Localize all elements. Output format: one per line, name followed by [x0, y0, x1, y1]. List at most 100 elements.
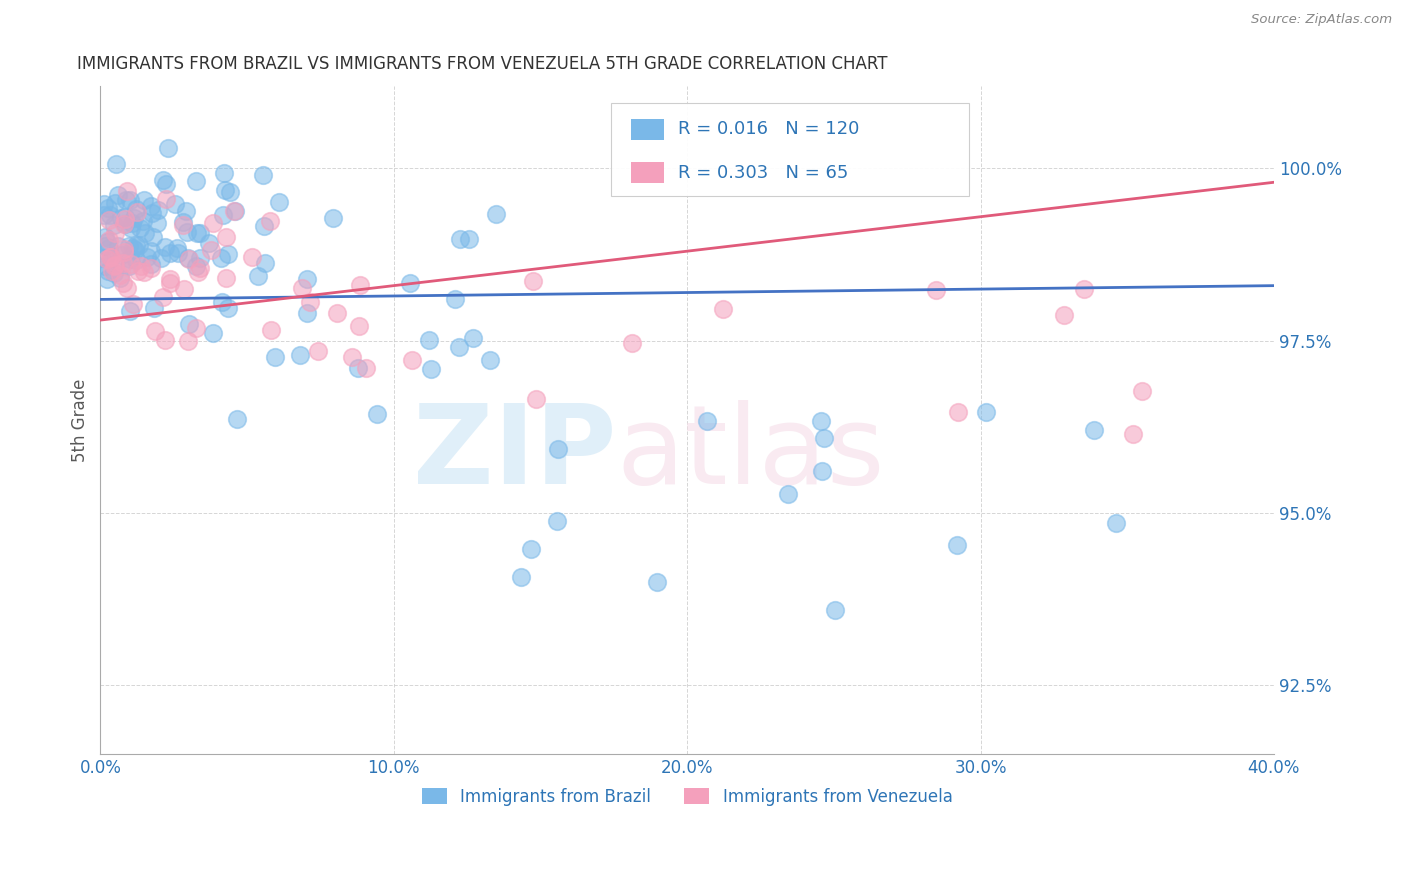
- Point: [1073, 282, 1095, 296]
- Point: [90, 251, 112, 265]
- Point: [366, 407, 388, 421]
- Point: [177, 334, 200, 348]
- Point: [217, 247, 239, 261]
- Point: [129, 221, 152, 235]
- Point: [100, 251, 122, 265]
- Point: [449, 339, 471, 353]
- Point: [165, 197, 187, 211]
- Point: [124, 243, 146, 257]
- Point: [269, 195, 291, 210]
- Point: [127, 264, 149, 278]
- Point: [172, 215, 194, 229]
- Point: [94, 230, 117, 244]
- Point: [132, 213, 155, 227]
- Point: [263, 350, 285, 364]
- Point: [211, 294, 233, 309]
- Point: [463, 331, 485, 345]
- FancyBboxPatch shape: [631, 119, 664, 139]
- Point: [112, 255, 135, 269]
- Point: [96, 252, 118, 267]
- Point: [132, 265, 155, 279]
- Point: [186, 259, 208, 273]
- Point: [146, 202, 169, 217]
- Point: [120, 221, 142, 235]
- Point: [347, 360, 370, 375]
- Point: [155, 333, 177, 347]
- Point: [252, 168, 274, 182]
- Point: [142, 229, 165, 244]
- Point: [222, 203, 245, 218]
- Point: [172, 218, 194, 232]
- Point: [103, 266, 125, 280]
- Point: [93, 208, 115, 222]
- Point: [176, 225, 198, 239]
- Point: [696, 414, 718, 428]
- Point: [159, 272, 181, 286]
- Text: IMMIGRANTS FROM BRAZIL VS IMMIGRANTS FROM VENEZUELA 5TH GRADE CORRELATION CHART: IMMIGRANTS FROM BRAZIL VS IMMIGRANTS FRO…: [77, 55, 887, 73]
- Point: [115, 184, 138, 198]
- Point: [444, 292, 467, 306]
- Point: [125, 205, 148, 219]
- Point: [97, 264, 120, 278]
- Point: [347, 318, 370, 333]
- Point: [112, 243, 135, 257]
- Point: [114, 211, 136, 226]
- Point: [173, 282, 195, 296]
- Point: [186, 174, 208, 188]
- Point: [104, 196, 127, 211]
- Point: [120, 303, 142, 318]
- Point: [122, 211, 145, 226]
- Point: [209, 251, 232, 265]
- Point: [510, 569, 533, 583]
- Point: [1130, 384, 1153, 399]
- Point: [647, 574, 669, 589]
- Point: [93, 197, 115, 211]
- Point: [177, 318, 200, 332]
- Point: [118, 259, 141, 273]
- Point: [122, 241, 145, 255]
- Point: [418, 334, 440, 348]
- Point: [824, 603, 846, 617]
- Point: [159, 245, 181, 260]
- Point: [811, 464, 834, 478]
- Point: [177, 251, 200, 265]
- Point: [103, 259, 125, 273]
- Point: [98, 208, 121, 222]
- Point: [295, 306, 318, 320]
- Point: [298, 295, 321, 310]
- Point: [159, 277, 181, 291]
- Point: [325, 306, 347, 320]
- Point: [94, 259, 117, 273]
- Point: [155, 240, 177, 254]
- Point: [190, 226, 212, 240]
- Point: [297, 272, 319, 286]
- Point: [104, 157, 127, 171]
- Point: [100, 250, 122, 264]
- Point: [145, 324, 167, 338]
- Text: R = 0.016   N = 120: R = 0.016 N = 120: [678, 120, 859, 138]
- Point: [120, 257, 142, 271]
- Point: [115, 281, 138, 295]
- Point: [139, 257, 162, 271]
- Point: [485, 206, 508, 220]
- Point: [1105, 516, 1128, 531]
- Point: [419, 361, 441, 376]
- Point: [349, 278, 371, 293]
- Point: [132, 193, 155, 207]
- Point: [100, 250, 122, 264]
- Point: [478, 352, 501, 367]
- Legend: Immigrants from Brazil, Immigrants from Venezuela: Immigrants from Brazil, Immigrants from …: [415, 781, 959, 813]
- Point: [98, 233, 121, 247]
- Point: [246, 268, 269, 283]
- Point: [166, 241, 188, 255]
- Point: [98, 242, 121, 256]
- Point: [110, 247, 132, 261]
- Point: [143, 301, 166, 315]
- Point: [146, 216, 169, 230]
- Point: [125, 238, 148, 252]
- Point: [152, 173, 174, 187]
- Point: [200, 243, 222, 257]
- Point: [121, 216, 143, 230]
- Point: [547, 442, 569, 456]
- Y-axis label: 5th Grade: 5th Grade: [72, 378, 89, 462]
